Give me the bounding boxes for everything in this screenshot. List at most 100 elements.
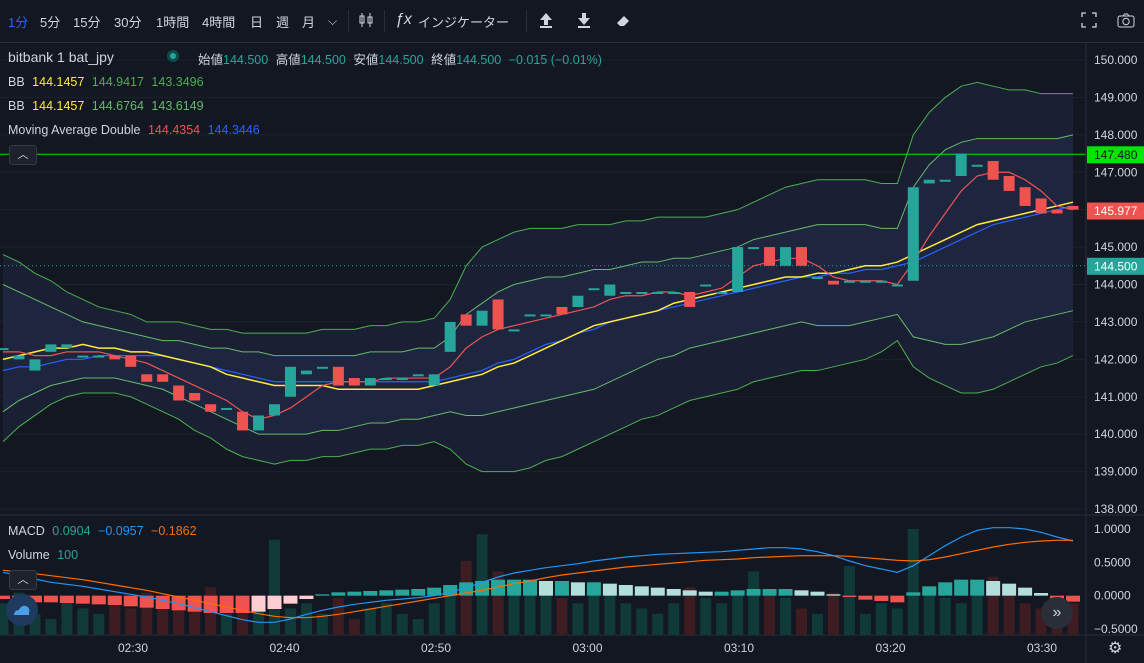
candle[interactable]: [780, 247, 792, 266]
candle[interactable]: [316, 366, 328, 369]
upload-icon[interactable]: [537, 11, 555, 34]
indicators-icon[interactable]: ƒx: [395, 11, 412, 28]
interval-day-button[interactable]: 日: [250, 15, 264, 30]
open-value: 144.500: [223, 53, 269, 67]
candle[interactable]: [955, 153, 967, 176]
candle[interactable]: [684, 291, 696, 307]
candle[interactable]: [45, 344, 57, 352]
volume-bar: [428, 603, 440, 635]
candle[interactable]: [348, 378, 360, 386]
settings-gear-icon[interactable]: ⚙: [1108, 640, 1123, 657]
candle[interactable]: [700, 284, 712, 287]
collapse-pane-button[interactable]: ︿: [9, 570, 37, 590]
interval-1m-button[interactable]: 1分: [8, 15, 29, 30]
macd-hist-bar: [698, 591, 713, 596]
eraser-icon[interactable]: [614, 11, 632, 34]
interval-1h-button[interactable]: 1時間: [156, 15, 190, 30]
candle[interactable]: [1067, 205, 1079, 210]
candle[interactable]: [173, 385, 185, 401]
candle[interactable]: [396, 378, 408, 381]
price-tick-label: 139.000: [1094, 465, 1138, 479]
candle[interactable]: [652, 291, 664, 294]
candle[interactable]: [891, 284, 903, 287]
camera-icon[interactable]: [1116, 11, 1136, 34]
candle[interactable]: [268, 404, 280, 416]
scroll-to-realtime-button[interactable]: »: [1041, 597, 1073, 629]
candle[interactable]: [1035, 198, 1047, 214]
candle[interactable]: [859, 280, 871, 283]
candle[interactable]: [141, 374, 153, 382]
candle[interactable]: [796, 247, 808, 266]
candle[interactable]: [364, 378, 376, 386]
candle[interactable]: [1019, 187, 1031, 206]
candle[interactable]: [380, 378, 392, 381]
candle[interactable]: [1051, 209, 1063, 214]
candle[interactable]: [29, 359, 41, 371]
candle[interactable]: [604, 284, 616, 296]
macd-hist-bar: [507, 579, 522, 596]
chevron-down-icon[interactable]: ⌵: [328, 14, 338, 28]
candle[interactable]: [636, 291, 648, 294]
tradingview-logo-icon[interactable]: [6, 594, 38, 626]
candle[interactable]: [588, 288, 600, 291]
ohlc-legend: 始値144.500 高値144.500 安値144.500 終値144.500 …: [198, 49, 606, 68]
candle[interactable]: [157, 374, 169, 382]
candle[interactable]: [620, 291, 632, 294]
macd-hist-bar: [906, 592, 921, 596]
collapse-legend-button[interactable]: ︿: [9, 145, 37, 165]
price-chart[interactable]: 150.000149.000148.000147.000146.000145.0…: [0, 43, 1144, 663]
candle[interactable]: [476, 310, 488, 326]
candle[interactable]: [540, 314, 552, 317]
candle[interactable]: [412, 374, 424, 377]
fullscreen-icon[interactable]: [1080, 11, 1098, 34]
interval-15m-button[interactable]: 15分: [73, 15, 101, 30]
candle[interactable]: [811, 277, 823, 280]
candle[interactable]: [556, 306, 568, 315]
candle[interactable]: [508, 329, 520, 332]
candle[interactable]: [77, 355, 89, 358]
candle[interactable]: [125, 355, 137, 367]
download-icon[interactable]: [575, 11, 593, 34]
candlestick-icon[interactable]: [357, 11, 375, 34]
interval-4h-button[interactable]: 4時間: [202, 15, 236, 30]
candle[interactable]: [332, 366, 344, 386]
candle[interactable]: [253, 415, 265, 431]
candle[interactable]: [109, 355, 121, 360]
indicators-button[interactable]: インジケーター: [418, 15, 510, 30]
candle[interactable]: [716, 291, 728, 294]
candle[interactable]: [428, 374, 440, 386]
candle[interactable]: [61, 344, 73, 349]
candle[interactable]: [189, 393, 201, 401]
candle[interactable]: [764, 247, 776, 266]
candle[interactable]: [827, 280, 839, 285]
candle[interactable]: [492, 299, 504, 330]
macd-hist-bar: [826, 594, 841, 596]
candle[interactable]: [939, 179, 951, 182]
interval-30m-button[interactable]: 30分: [114, 15, 142, 30]
candle[interactable]: [93, 355, 105, 358]
candle[interactable]: [987, 161, 999, 180]
interval-week-button[interactable]: 週: [276, 15, 290, 30]
candle[interactable]: [221, 407, 233, 410]
candle[interactable]: [524, 314, 536, 317]
interval-month-button[interactable]: 月: [302, 15, 316, 30]
candle[interactable]: [300, 370, 312, 375]
candle[interactable]: [444, 321, 456, 352]
candle[interactable]: [460, 314, 472, 326]
candle[interactable]: [732, 247, 744, 292]
candle[interactable]: [668, 291, 680, 294]
candle[interactable]: [875, 280, 887, 283]
candle[interactable]: [13, 355, 25, 360]
interval-5m-button[interactable]: 5分: [40, 15, 61, 30]
candle[interactable]: [907, 187, 919, 281]
candle[interactable]: [843, 280, 855, 283]
candle[interactable]: [0, 348, 9, 351]
candle[interactable]: [572, 295, 584, 307]
candle[interactable]: [1003, 175, 1015, 191]
candle[interactable]: [748, 247, 760, 250]
candle[interactable]: [284, 366, 296, 397]
candle[interactable]: [971, 164, 983, 167]
candle[interactable]: [923, 179, 935, 184]
candle[interactable]: [237, 411, 249, 431]
candle[interactable]: [205, 404, 217, 412]
